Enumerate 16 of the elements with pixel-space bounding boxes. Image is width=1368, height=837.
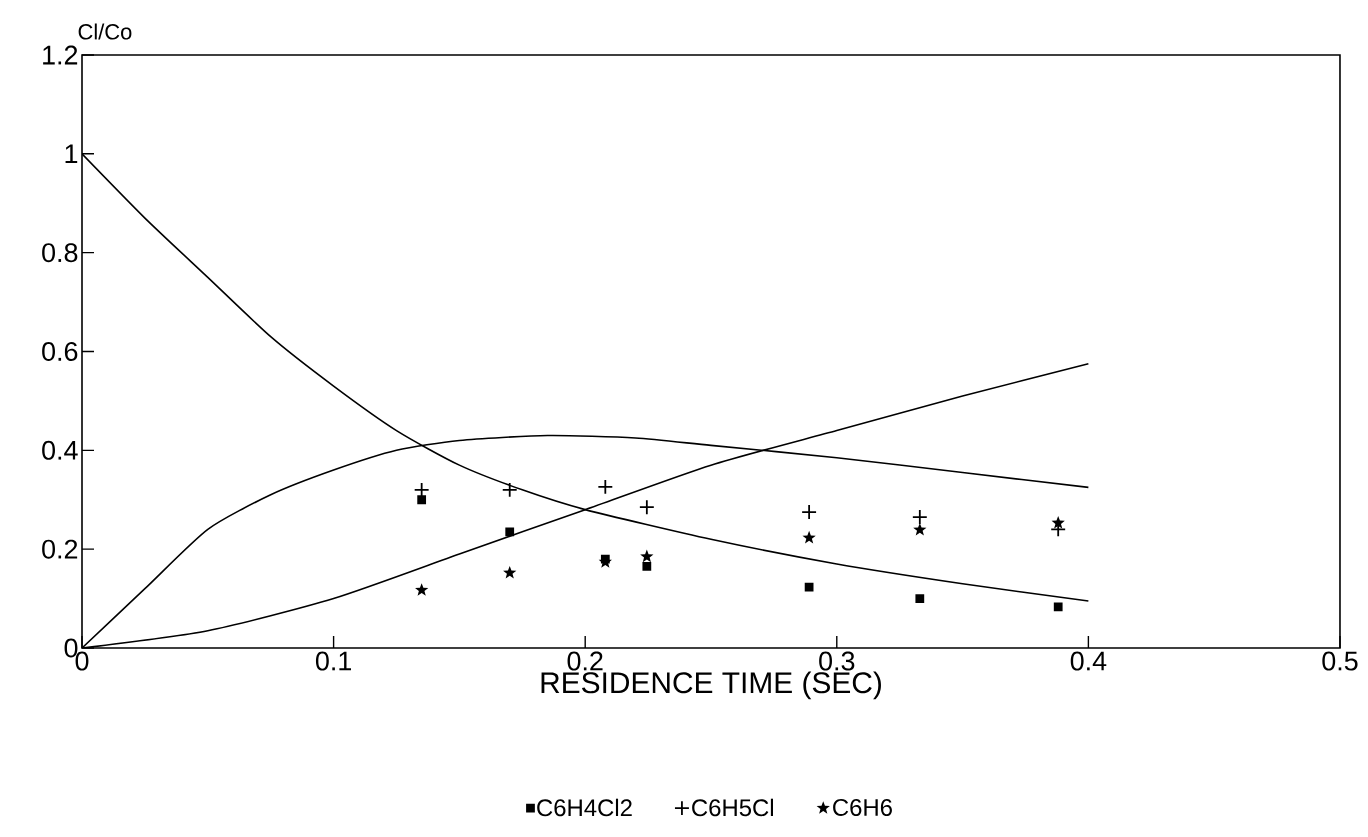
legend-label: C6H6 <box>833 799 892 816</box>
y-tick-label: 0.8 <box>42 243 78 263</box>
y-tick-label: 0.6 <box>42 341 78 362</box>
x-axis-title: RESIDENCE TIME (SEC) <box>541 671 881 700</box>
y-tick-label: 0.4 <box>42 440 78 460</box>
legend-label: C6H5Cl <box>692 798 773 817</box>
y-tick-label: 1 <box>65 144 78 164</box>
x-tick-label: 0.5 <box>1322 651 1358 671</box>
x-tick-label: 0.2 <box>567 651 603 671</box>
x-tick-label: 0.1 <box>315 651 351 671</box>
y-tick-label: 0.2 <box>42 539 78 559</box>
y-axis-title: Cl/Co <box>78 23 132 40</box>
x-tick-label: 0.3 <box>819 651 855 671</box>
y-tick-label: 1.2 <box>43 45 78 65</box>
legend-label: C6H4Cl2 <box>537 798 632 817</box>
x-tick-label: 0.4 <box>1070 651 1107 671</box>
